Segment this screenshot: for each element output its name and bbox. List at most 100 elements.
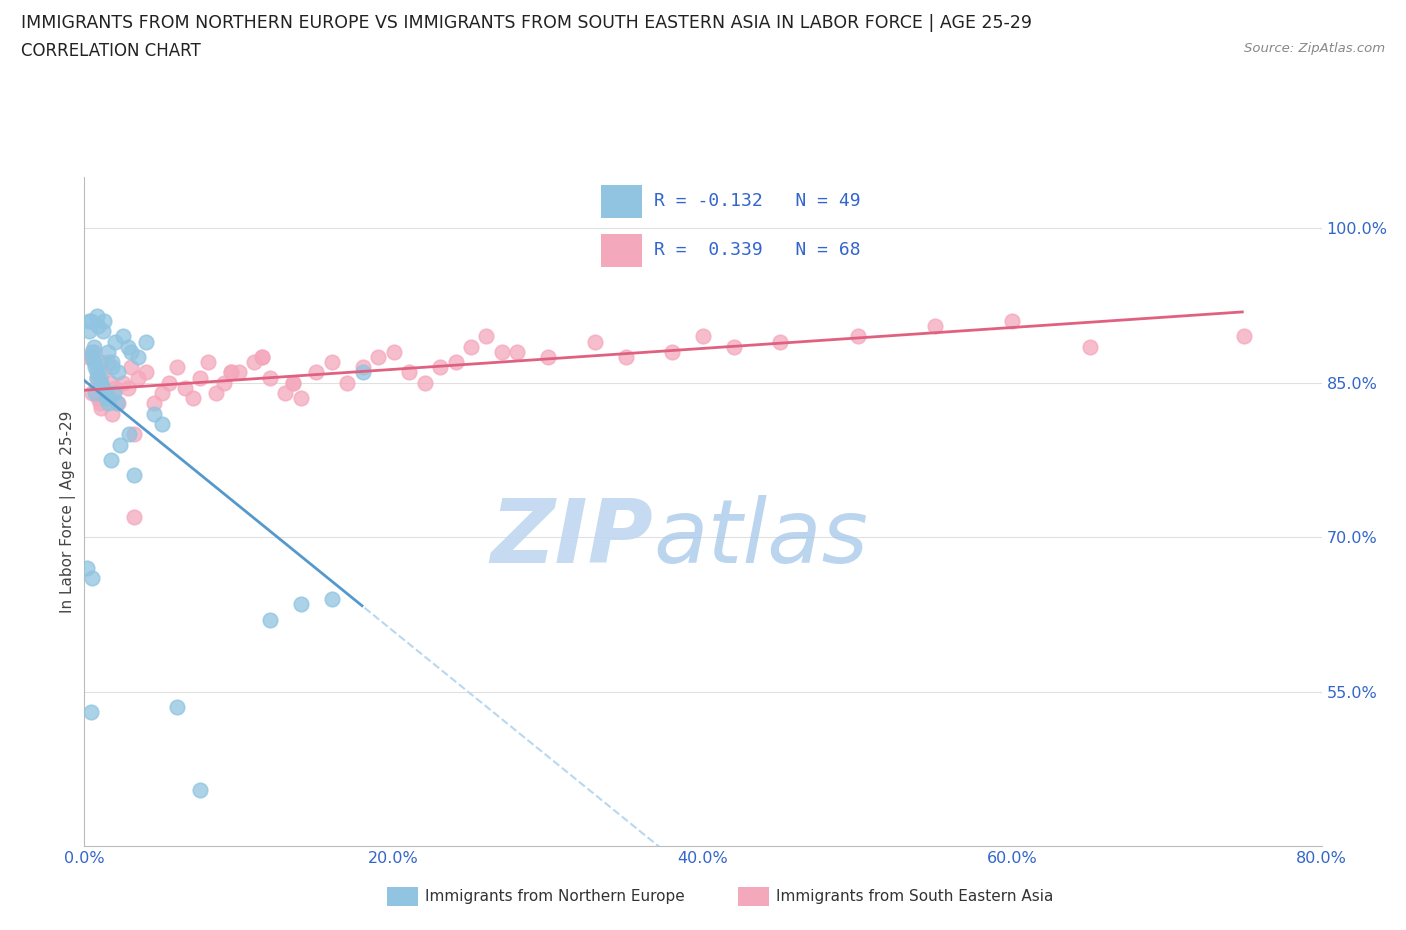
Point bbox=[181, 391, 204, 405]
Point bbox=[112, 329, 135, 344]
Text: IMMIGRANTS FROM NORTHERN EUROPE VS IMMIGRANTS FROM SOUTH EASTERN ASIA IN LABOR F: IMMIGRANTS FROM NORTHERN EUROPE VS IMMIG… bbox=[21, 14, 1032, 32]
Point bbox=[143, 396, 166, 411]
Point bbox=[117, 380, 139, 395]
Point bbox=[166, 699, 188, 714]
Point bbox=[93, 313, 115, 328]
Point bbox=[281, 376, 305, 391]
Point bbox=[94, 386, 117, 401]
Point bbox=[367, 350, 389, 365]
Text: ZIP: ZIP bbox=[491, 495, 654, 582]
Point bbox=[103, 386, 125, 401]
Point bbox=[118, 427, 141, 442]
Point bbox=[96, 344, 118, 359]
Point bbox=[150, 386, 173, 401]
Point bbox=[491, 344, 513, 359]
Point bbox=[243, 354, 266, 369]
Point bbox=[120, 344, 142, 359]
Point bbox=[82, 344, 104, 359]
Point bbox=[86, 370, 108, 385]
Point bbox=[259, 370, 281, 385]
Point bbox=[86, 309, 108, 324]
Point bbox=[79, 705, 101, 720]
Y-axis label: In Labor Force | Age 25-29: In Labor Force | Age 25-29 bbox=[60, 410, 76, 613]
Point bbox=[583, 334, 606, 349]
Point bbox=[84, 386, 107, 401]
Point bbox=[150, 417, 173, 432]
Point bbox=[336, 376, 359, 391]
Point bbox=[413, 376, 436, 391]
Point bbox=[769, 334, 792, 349]
Point bbox=[84, 360, 107, 375]
Point bbox=[89, 370, 111, 385]
Point bbox=[100, 376, 122, 391]
Text: atlas: atlas bbox=[654, 496, 869, 581]
Point bbox=[398, 365, 420, 379]
Point bbox=[537, 350, 560, 365]
Point bbox=[723, 339, 745, 354]
Point bbox=[250, 350, 273, 365]
Point bbox=[86, 370, 108, 385]
Point bbox=[94, 391, 117, 405]
Point bbox=[120, 360, 142, 375]
Point bbox=[77, 313, 100, 328]
Point bbox=[321, 354, 343, 369]
Point bbox=[1233, 329, 1256, 344]
Point bbox=[89, 354, 111, 369]
Point bbox=[444, 354, 467, 369]
Point bbox=[692, 329, 714, 344]
Point bbox=[281, 376, 305, 391]
Point bbox=[205, 386, 228, 401]
Point bbox=[107, 365, 129, 379]
Point bbox=[135, 334, 157, 349]
Point bbox=[91, 365, 114, 379]
Point bbox=[305, 365, 328, 379]
Point bbox=[290, 391, 312, 405]
Point bbox=[96, 354, 118, 369]
Point bbox=[846, 329, 869, 344]
Point bbox=[82, 350, 104, 365]
Point bbox=[382, 344, 405, 359]
Point bbox=[96, 396, 118, 411]
Point bbox=[101, 406, 124, 421]
Point bbox=[352, 360, 374, 375]
Point bbox=[135, 365, 157, 379]
Point bbox=[79, 313, 101, 328]
Point bbox=[117, 339, 139, 354]
Point bbox=[143, 406, 166, 421]
Point bbox=[76, 561, 98, 576]
Point bbox=[122, 468, 145, 483]
Point bbox=[614, 350, 637, 365]
Point bbox=[83, 344, 105, 359]
Point bbox=[159, 376, 180, 391]
Point bbox=[86, 365, 108, 379]
Point bbox=[221, 365, 243, 379]
Point bbox=[188, 370, 212, 385]
Point bbox=[460, 339, 482, 354]
Text: Source: ZipAtlas.com: Source: ZipAtlas.com bbox=[1244, 42, 1385, 55]
Point bbox=[506, 344, 529, 359]
Point bbox=[1001, 313, 1024, 328]
Point bbox=[107, 396, 129, 411]
Point bbox=[661, 344, 683, 359]
Point bbox=[108, 437, 131, 452]
Point bbox=[127, 350, 149, 365]
Point bbox=[197, 354, 219, 369]
Point bbox=[83, 339, 105, 354]
Point bbox=[122, 510, 145, 525]
Point bbox=[82, 571, 104, 586]
Point bbox=[221, 365, 243, 379]
Point bbox=[87, 391, 110, 405]
Point bbox=[166, 360, 188, 375]
Point bbox=[188, 782, 212, 797]
Point bbox=[98, 391, 121, 405]
Point bbox=[924, 319, 946, 334]
Point bbox=[90, 376, 112, 391]
Point bbox=[259, 612, 281, 627]
Point bbox=[100, 453, 122, 468]
Point bbox=[104, 380, 127, 395]
Point bbox=[228, 365, 250, 379]
Point bbox=[174, 380, 197, 395]
Point bbox=[105, 396, 128, 411]
Point bbox=[212, 376, 235, 391]
Point bbox=[89, 396, 111, 411]
